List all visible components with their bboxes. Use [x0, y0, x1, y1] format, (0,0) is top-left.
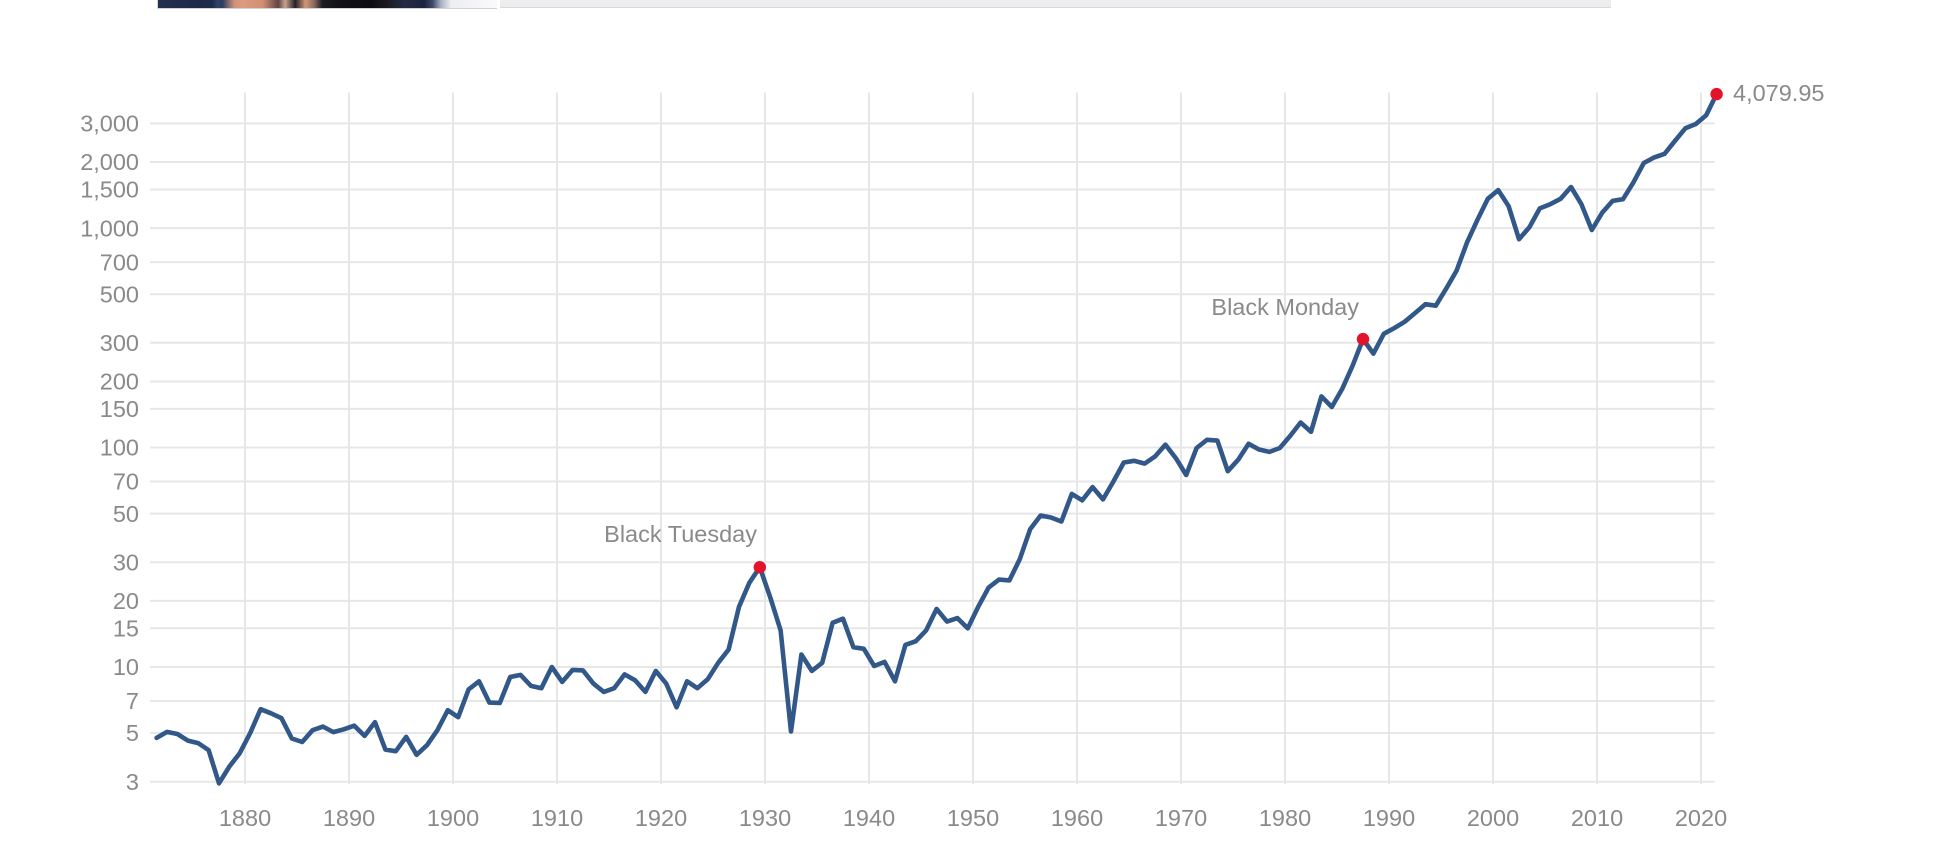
svg-text:Black Tuesday: Black Tuesday: [604, 521, 757, 547]
svg-text:1990: 1990: [1363, 805, 1415, 831]
svg-text:3,000: 3,000: [80, 111, 139, 137]
svg-text:70: 70: [113, 469, 139, 495]
svg-text:500: 500: [100, 281, 139, 307]
svg-text:1880: 1880: [219, 805, 271, 831]
svg-text:50: 50: [113, 501, 139, 527]
svg-text:1940: 1940: [843, 805, 895, 831]
svg-text:7: 7: [126, 688, 139, 714]
svg-text:300: 300: [100, 330, 139, 356]
svg-text:3: 3: [126, 769, 139, 795]
svg-text:1930: 1930: [739, 805, 791, 831]
svg-text:1920: 1920: [635, 805, 687, 831]
svg-text:30: 30: [113, 550, 139, 576]
svg-text:1980: 1980: [1259, 805, 1311, 831]
svg-text:1,000: 1,000: [80, 215, 139, 241]
svg-text:1890: 1890: [323, 805, 375, 831]
svg-text:4,079.95: 4,079.95: [1733, 80, 1824, 106]
svg-text:2020: 2020: [1675, 805, 1727, 831]
svg-text:2010: 2010: [1571, 805, 1623, 831]
svg-text:2,000: 2,000: [80, 149, 139, 175]
svg-text:1,500: 1,500: [80, 177, 139, 203]
svg-text:2000: 2000: [1467, 805, 1519, 831]
svg-text:10: 10: [113, 654, 139, 680]
svg-text:1960: 1960: [1051, 805, 1103, 831]
svg-text:1970: 1970: [1155, 805, 1207, 831]
svg-text:200: 200: [100, 369, 139, 395]
svg-text:1900: 1900: [427, 805, 479, 831]
svg-text:1950: 1950: [947, 805, 999, 831]
svg-text:5: 5: [126, 720, 139, 746]
svg-text:100: 100: [100, 435, 139, 461]
svg-text:700: 700: [100, 249, 139, 275]
svg-text:20: 20: [113, 588, 139, 614]
svg-text:150: 150: [100, 396, 139, 422]
svg-text:1910: 1910: [531, 805, 583, 831]
svg-text:Black Monday: Black Monday: [1211, 294, 1359, 320]
svg-text:15: 15: [113, 616, 139, 642]
